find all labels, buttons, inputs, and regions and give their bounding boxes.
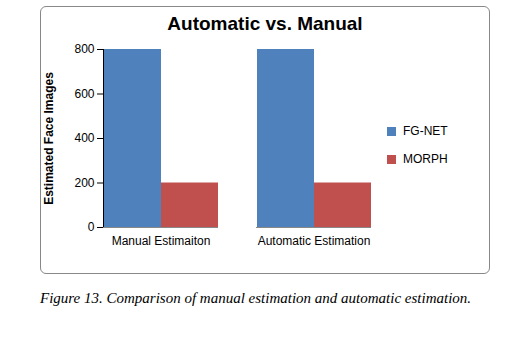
svg-text:Estimated Face Images: Estimated Face Images	[42, 72, 56, 205]
html-text:Automatic vs. Manual: Automatic vs. Manual	[167, 13, 363, 34]
svg-text:800: 800	[74, 42, 94, 56]
svg-text:600: 600	[74, 87, 94, 101]
svg-text:200: 200	[74, 176, 94, 190]
svg-text:0: 0	[88, 220, 95, 234]
html-text:MORPH: MORPH	[403, 152, 448, 166]
html-text:Figure 13. Comparison of manua: Figure 13. Comparison of manual estimati…	[40, 290, 472, 306]
html-text:FG-NET: FG-NET	[403, 124, 448, 138]
svg-text:Manual Estimaiton: Manual Estimaiton	[112, 234, 211, 248]
svg-text:400: 400	[74, 131, 94, 145]
svg-text:Automatic Estimation: Automatic Estimation	[258, 234, 371, 248]
